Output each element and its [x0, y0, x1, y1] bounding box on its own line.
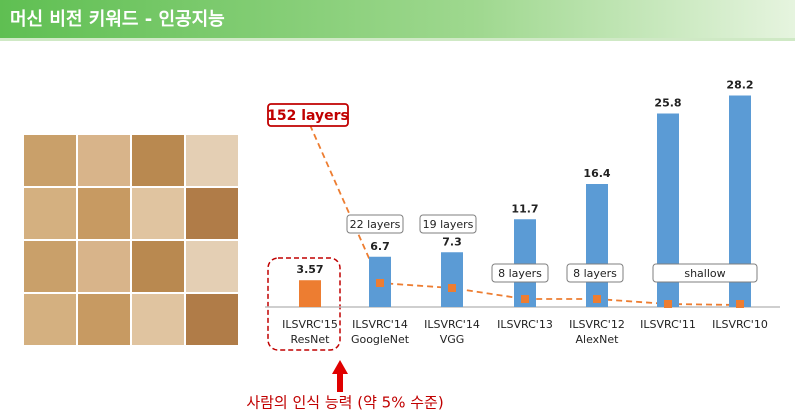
photo [24, 135, 76, 186]
bar [299, 280, 321, 307]
annotation-label: 8 layers [573, 267, 617, 280]
annotation-box [652, 263, 758, 283]
photo [132, 294, 184, 345]
trend-dot [664, 300, 672, 308]
header-title: 머신 비전 키워드 - 인공지능 [10, 8, 225, 30]
bar [586, 184, 608, 307]
annotation-box [491, 263, 549, 283]
photo [186, 135, 238, 186]
trend-dot [521, 295, 529, 303]
annotation-label: 22 layers [350, 218, 401, 231]
photo [78, 135, 130, 186]
annotation-label: 19 layers [423, 218, 474, 231]
note: 사람의 인식 능력 (약 5% 수준) [246, 394, 443, 412]
bar [657, 113, 679, 307]
annotation-box [419, 214, 477, 234]
trend-dot [736, 300, 744, 308]
category-label: ILSVRC'13 [497, 318, 553, 331]
annotation-label: shallow [684, 267, 725, 280]
value-label: 16.4 [583, 167, 610, 180]
category-label: ILSVRC'11 [640, 318, 696, 331]
value-label: 7.3 [442, 235, 462, 248]
category-sublabel: GoogleNet [351, 333, 410, 346]
photo-grid [24, 135, 238, 345]
bar [441, 252, 463, 307]
value-label: 6.7 [370, 240, 390, 253]
annotation-label: 8 layers [498, 267, 542, 280]
value-label: 25.8 [654, 97, 681, 110]
bar [729, 95, 751, 307]
trend-dot [448, 284, 456, 292]
category-label: ILSVRC'14 [352, 318, 408, 331]
photo [186, 241, 238, 292]
category-label: ILSVRC'14 [424, 318, 480, 331]
trend-dot [376, 279, 384, 287]
bar [514, 219, 536, 307]
category-label: ILSVRC'12 [569, 318, 625, 331]
value-label: 11.7 [511, 202, 538, 215]
category-sublabel: ResNet [291, 333, 331, 346]
highlight-box [267, 257, 341, 351]
annotation-box [267, 103, 349, 127]
category-label: ILSVRC'10 [712, 318, 768, 331]
annotation-box [346, 214, 404, 234]
annotation-label: 152 layers [267, 108, 349, 124]
value-label: 3.57 [296, 263, 323, 276]
annotation-box [566, 263, 624, 283]
trend-dot [593, 295, 601, 303]
category-sublabel: VGG [440, 333, 465, 346]
value-label: 28.2 [726, 79, 753, 92]
header-bar [0, 0, 795, 38]
photo [78, 294, 130, 345]
photo [78, 241, 130, 292]
photo [186, 188, 238, 239]
photo [186, 294, 238, 345]
header-rule [0, 38, 795, 41]
photo [78, 188, 130, 239]
photo [24, 241, 76, 292]
arrow [332, 360, 348, 392]
photo [24, 294, 76, 345]
category-sublabel: AlexNet [576, 333, 620, 346]
photo [132, 188, 184, 239]
photo [132, 135, 184, 186]
photo [132, 241, 184, 292]
photo [24, 188, 76, 239]
category-label: ILSVRC'15 [282, 318, 338, 331]
